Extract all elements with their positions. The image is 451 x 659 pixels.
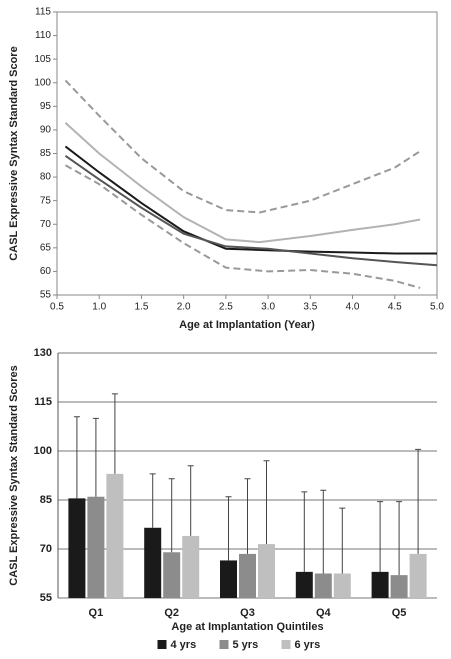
- y-tick-label: 110: [35, 30, 51, 41]
- error-bar: [111, 393, 118, 474]
- bar: [106, 473, 124, 598]
- y-tick-label: 130: [34, 347, 52, 359]
- y-tick-label: 80: [40, 172, 52, 183]
- y-tick-label: 90: [40, 125, 52, 136]
- error-bar: [149, 473, 156, 528]
- error-bar: [92, 417, 99, 497]
- bar: [144, 527, 162, 598]
- y-tick-label: 115: [35, 7, 51, 18]
- x-axis-title: Age at Implantation (Year): [179, 319, 315, 331]
- bar: [314, 573, 332, 598]
- y-axis-title: CASL Expressive Syntax Standard Score: [8, 46, 20, 260]
- y-tick-label: 65: [40, 242, 52, 253]
- y-tick-label: 85: [40, 494, 52, 506]
- y-tick-label: 75: [40, 195, 52, 206]
- bar: [182, 535, 200, 598]
- error-bar: [415, 448, 422, 554]
- y-tick-label: 55: [40, 290, 52, 301]
- x-tick-label: 0.5: [50, 302, 64, 313]
- error-bar: [73, 416, 80, 499]
- x-tick-label: 5.0: [430, 302, 444, 313]
- y-tick-label: 105: [34, 54, 51, 65]
- y-tick-label: 100: [34, 445, 52, 457]
- legend-label: 5 yrs: [233, 639, 259, 651]
- x-tick-label: 1.0: [92, 302, 106, 313]
- x-axis-title: Age at Implantation Quintiles: [171, 621, 323, 633]
- y-tick-label: 95: [40, 101, 52, 112]
- bar: [239, 553, 256, 598]
- bar: [163, 552, 181, 598]
- y-tick-label: 115: [34, 396, 52, 408]
- line-series: [64, 145, 437, 255]
- legend-label: 4 yrs: [171, 639, 197, 651]
- line-series: [64, 122, 421, 244]
- bar: [295, 571, 313, 598]
- x-tick-label: 3.0: [261, 302, 275, 313]
- error-bar: [168, 478, 175, 553]
- error-bar: [244, 478, 251, 554]
- x-tick-label: 4.0: [346, 302, 360, 313]
- error-bar: [377, 501, 384, 572]
- bar: [87, 496, 105, 598]
- error-bar: [320, 489, 327, 574]
- error-bar: [263, 460, 270, 545]
- x-tick-label: 2.5: [219, 302, 233, 313]
- x-tick-label: Q3: [240, 607, 255, 619]
- x-tick-label: 1.5: [134, 302, 148, 313]
- bar: [333, 573, 351, 598]
- x-tick-label: 4.5: [388, 302, 402, 313]
- bar: [409, 553, 427, 598]
- x-tick-label: 2.0: [177, 302, 191, 313]
- x-tick-label: Q2: [164, 607, 179, 619]
- error-bar: [339, 507, 346, 574]
- legend-swatch: [281, 640, 291, 649]
- x-tick-label: 3.5: [303, 302, 317, 313]
- bar: [258, 544, 275, 598]
- error-bar: [187, 465, 194, 536]
- y-tick-label: 85: [40, 148, 52, 159]
- x-tick-label: Q1: [89, 607, 104, 619]
- y-tick-label: 100: [34, 77, 51, 88]
- bar: [390, 575, 408, 598]
- y-tick-label: 60: [40, 266, 52, 277]
- bar: [220, 560, 237, 598]
- error-bar: [225, 496, 232, 561]
- bar: [371, 571, 389, 598]
- legend-label: 6 yrs: [295, 639, 321, 651]
- y-tick-label: 70: [40, 219, 52, 230]
- bar: [68, 498, 86, 598]
- line-series: [64, 79, 421, 214]
- y-axis-title: CASL Expressive Syntax Standard Scores: [8, 365, 20, 586]
- line-series: [64, 155, 438, 267]
- legend-swatch: [157, 640, 167, 649]
- line-series: [64, 164, 421, 289]
- x-tick-label: Q5: [392, 607, 407, 619]
- error-bar: [396, 501, 403, 576]
- y-tick-label: 70: [40, 543, 52, 555]
- y-tick-label: 55: [40, 592, 52, 604]
- x-tick-label: Q4: [316, 607, 332, 619]
- error-bar: [301, 491, 308, 572]
- legend-swatch: [219, 640, 229, 649]
